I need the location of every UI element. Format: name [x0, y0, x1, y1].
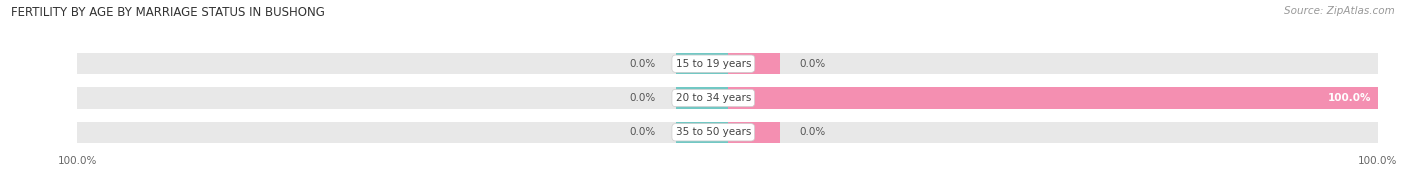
Text: 0.0%: 0.0%	[630, 59, 657, 69]
Bar	[728, 87, 1378, 109]
Text: 0.0%: 0.0%	[630, 93, 657, 103]
Bar	[77, 87, 1378, 109]
Bar	[675, 53, 728, 74]
Text: 0.0%: 0.0%	[799, 59, 825, 69]
Bar	[728, 122, 780, 143]
Bar	[675, 122, 728, 143]
Bar	[728, 53, 780, 74]
Text: Source: ZipAtlas.com: Source: ZipAtlas.com	[1284, 6, 1395, 16]
Bar	[77, 122, 1378, 143]
Text: FERTILITY BY AGE BY MARRIAGE STATUS IN BUSHONG: FERTILITY BY AGE BY MARRIAGE STATUS IN B…	[11, 6, 325, 19]
Text: 100.0%: 100.0%	[1327, 93, 1371, 103]
Text: 35 to 50 years: 35 to 50 years	[675, 127, 751, 137]
Bar	[77, 53, 1378, 74]
Text: 20 to 34 years: 20 to 34 years	[675, 93, 751, 103]
Text: 15 to 19 years: 15 to 19 years	[675, 59, 751, 69]
Text: 0.0%: 0.0%	[630, 127, 657, 137]
Text: 0.0%: 0.0%	[799, 127, 825, 137]
Bar	[675, 87, 728, 109]
